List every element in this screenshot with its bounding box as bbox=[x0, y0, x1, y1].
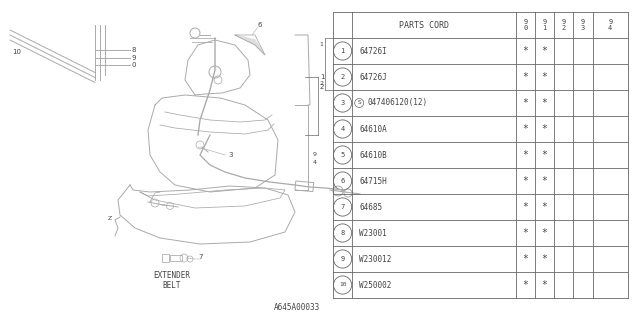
Text: *: * bbox=[522, 150, 529, 160]
Text: 64726J: 64726J bbox=[359, 73, 387, 82]
Polygon shape bbox=[235, 35, 265, 55]
Text: 5: 5 bbox=[340, 152, 345, 158]
Text: *: * bbox=[541, 280, 548, 290]
Text: *: * bbox=[541, 98, 548, 108]
Text: 2: 2 bbox=[319, 81, 323, 86]
Text: 7: 7 bbox=[198, 254, 202, 260]
Text: 9: 9 bbox=[340, 256, 345, 262]
Text: *: * bbox=[522, 280, 529, 290]
Bar bbox=[162, 254, 169, 262]
Text: 4: 4 bbox=[313, 161, 317, 165]
Text: W250002: W250002 bbox=[359, 281, 392, 290]
Text: 1: 1 bbox=[320, 74, 324, 80]
Text: 6: 6 bbox=[340, 178, 345, 184]
Text: EXTENDER: EXTENDER bbox=[154, 271, 191, 281]
Text: 9
3: 9 3 bbox=[581, 20, 585, 31]
Text: *: * bbox=[541, 176, 548, 186]
Text: *: * bbox=[541, 124, 548, 134]
Text: 1: 1 bbox=[319, 42, 323, 47]
Text: PARTS CORD: PARTS CORD bbox=[399, 20, 449, 29]
Text: *: * bbox=[541, 202, 548, 212]
Text: *: * bbox=[522, 228, 529, 238]
Text: 1: 1 bbox=[340, 48, 345, 54]
Text: W23001: W23001 bbox=[359, 228, 387, 237]
Text: 7: 7 bbox=[340, 204, 345, 210]
Text: 2: 2 bbox=[320, 84, 324, 90]
Text: W230012: W230012 bbox=[359, 254, 392, 263]
Text: 4: 4 bbox=[340, 126, 345, 132]
Text: 64715H: 64715H bbox=[359, 177, 387, 186]
Text: *: * bbox=[522, 124, 529, 134]
Text: 047406120(12): 047406120(12) bbox=[367, 99, 428, 108]
Text: BELT: BELT bbox=[163, 282, 181, 291]
Text: 8: 8 bbox=[340, 230, 345, 236]
Text: 10: 10 bbox=[12, 49, 21, 55]
Text: *: * bbox=[522, 72, 529, 82]
Text: 0: 0 bbox=[132, 62, 136, 68]
Text: *: * bbox=[541, 150, 548, 160]
Text: 64685: 64685 bbox=[359, 203, 382, 212]
Text: *: * bbox=[522, 98, 529, 108]
Text: *: * bbox=[522, 202, 529, 212]
Text: *: * bbox=[522, 254, 529, 264]
Bar bbox=[295, 181, 314, 192]
Text: 9
0: 9 0 bbox=[524, 20, 527, 31]
Text: A645A00033: A645A00033 bbox=[274, 303, 320, 312]
Text: *: * bbox=[541, 72, 548, 82]
Text: 64610A: 64610A bbox=[359, 124, 387, 133]
Text: 9
4: 9 4 bbox=[608, 20, 612, 31]
Text: 8: 8 bbox=[132, 47, 136, 53]
Text: *: * bbox=[541, 228, 548, 238]
Text: 64610B: 64610B bbox=[359, 150, 387, 159]
Text: 10: 10 bbox=[339, 283, 346, 287]
Text: 9
1: 9 1 bbox=[543, 20, 547, 31]
Bar bbox=[170, 255, 182, 261]
Text: *: * bbox=[541, 46, 548, 56]
Text: *: * bbox=[522, 176, 529, 186]
Text: 9: 9 bbox=[132, 55, 136, 61]
Text: Z: Z bbox=[108, 216, 112, 221]
Text: 9: 9 bbox=[313, 153, 317, 157]
Text: *: * bbox=[522, 46, 529, 56]
Text: 3: 3 bbox=[228, 152, 232, 158]
Text: S: S bbox=[357, 100, 361, 106]
Text: 9
2: 9 2 bbox=[562, 20, 566, 31]
Text: 64726I: 64726I bbox=[359, 46, 387, 55]
Text: 3: 3 bbox=[340, 100, 345, 106]
Text: 6: 6 bbox=[258, 22, 262, 28]
Text: *: * bbox=[541, 254, 548, 264]
Text: 2: 2 bbox=[340, 74, 345, 80]
